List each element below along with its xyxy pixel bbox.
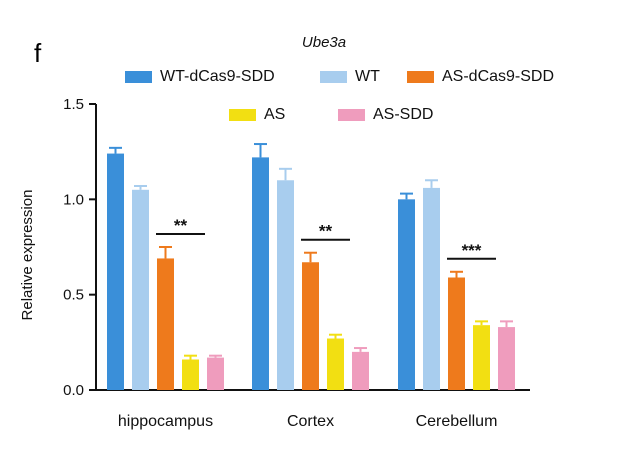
y-tick-label: 1.5 — [63, 96, 84, 113]
legend-label-as-sdd: AS-SDD — [373, 106, 434, 123]
y-ticks: 0.0 0.5 1.0 1.5 — [63, 96, 96, 399]
panel-label: f — [34, 38, 42, 68]
bar — [107, 153, 124, 390]
legend-swatch-as-sdd — [338, 109, 365, 121]
bar — [473, 325, 490, 390]
bar — [352, 351, 369, 390]
legend-swatch-wt — [320, 71, 347, 83]
legend-label-as: AS — [264, 106, 286, 123]
chart-title: Ube3a — [301, 34, 347, 51]
x-tick-label: hippocampus — [118, 413, 213, 430]
legend-item-as: AS — [229, 106, 285, 124]
legend-swatch-as-dcas9-sdd — [407, 71, 434, 83]
bar — [182, 359, 199, 390]
x-tick-label: Cortex — [287, 413, 334, 430]
y-axis-label: Relative expression — [19, 190, 36, 321]
bar — [252, 157, 269, 390]
bar — [327, 338, 344, 390]
bar — [207, 357, 224, 390]
legend-item-wt: WT — [320, 68, 380, 86]
bar — [132, 189, 149, 390]
bar — [448, 277, 465, 390]
legend-item-as-dcas9-sdd: AS-dCas9-SDD — [407, 68, 554, 86]
legend-item-wt-dcas9-sdd: WT-dCas9-SDD — [125, 68, 275, 86]
bar — [277, 180, 294, 390]
legend-item-as-sdd: AS-SDD — [338, 106, 433, 124]
bars — [107, 143, 515, 390]
y-tick-label: 1.0 — [63, 191, 84, 208]
y-tick-label: 0.0 — [63, 382, 84, 399]
significance-stars: ** — [319, 222, 333, 241]
significance-annotations: ** ***** — [156, 216, 496, 260]
bar — [398, 199, 415, 390]
legend-label-as-dcas9-sdd: AS-dCas9-SDD — [442, 68, 555, 85]
legend-swatch-as — [229, 109, 256, 121]
bar — [302, 262, 319, 390]
y-tick-label: 0.5 — [63, 287, 84, 304]
legend-label-wt-dcas9-sdd: WT-dCas9-SDD — [160, 68, 275, 85]
bar — [423, 187, 440, 390]
significance-stars: *** — [462, 241, 482, 260]
bar — [498, 327, 515, 390]
x-tick-labels: hippocampus Cortex Cerebellum — [118, 413, 497, 430]
bar — [157, 258, 174, 390]
legend-swatch-wt-dcas9-sdd — [125, 71, 152, 83]
x-tick-label: Cerebellum — [416, 413, 498, 430]
significance-stars: ** — [174, 216, 188, 235]
legend-label-wt: WT — [355, 68, 380, 85]
